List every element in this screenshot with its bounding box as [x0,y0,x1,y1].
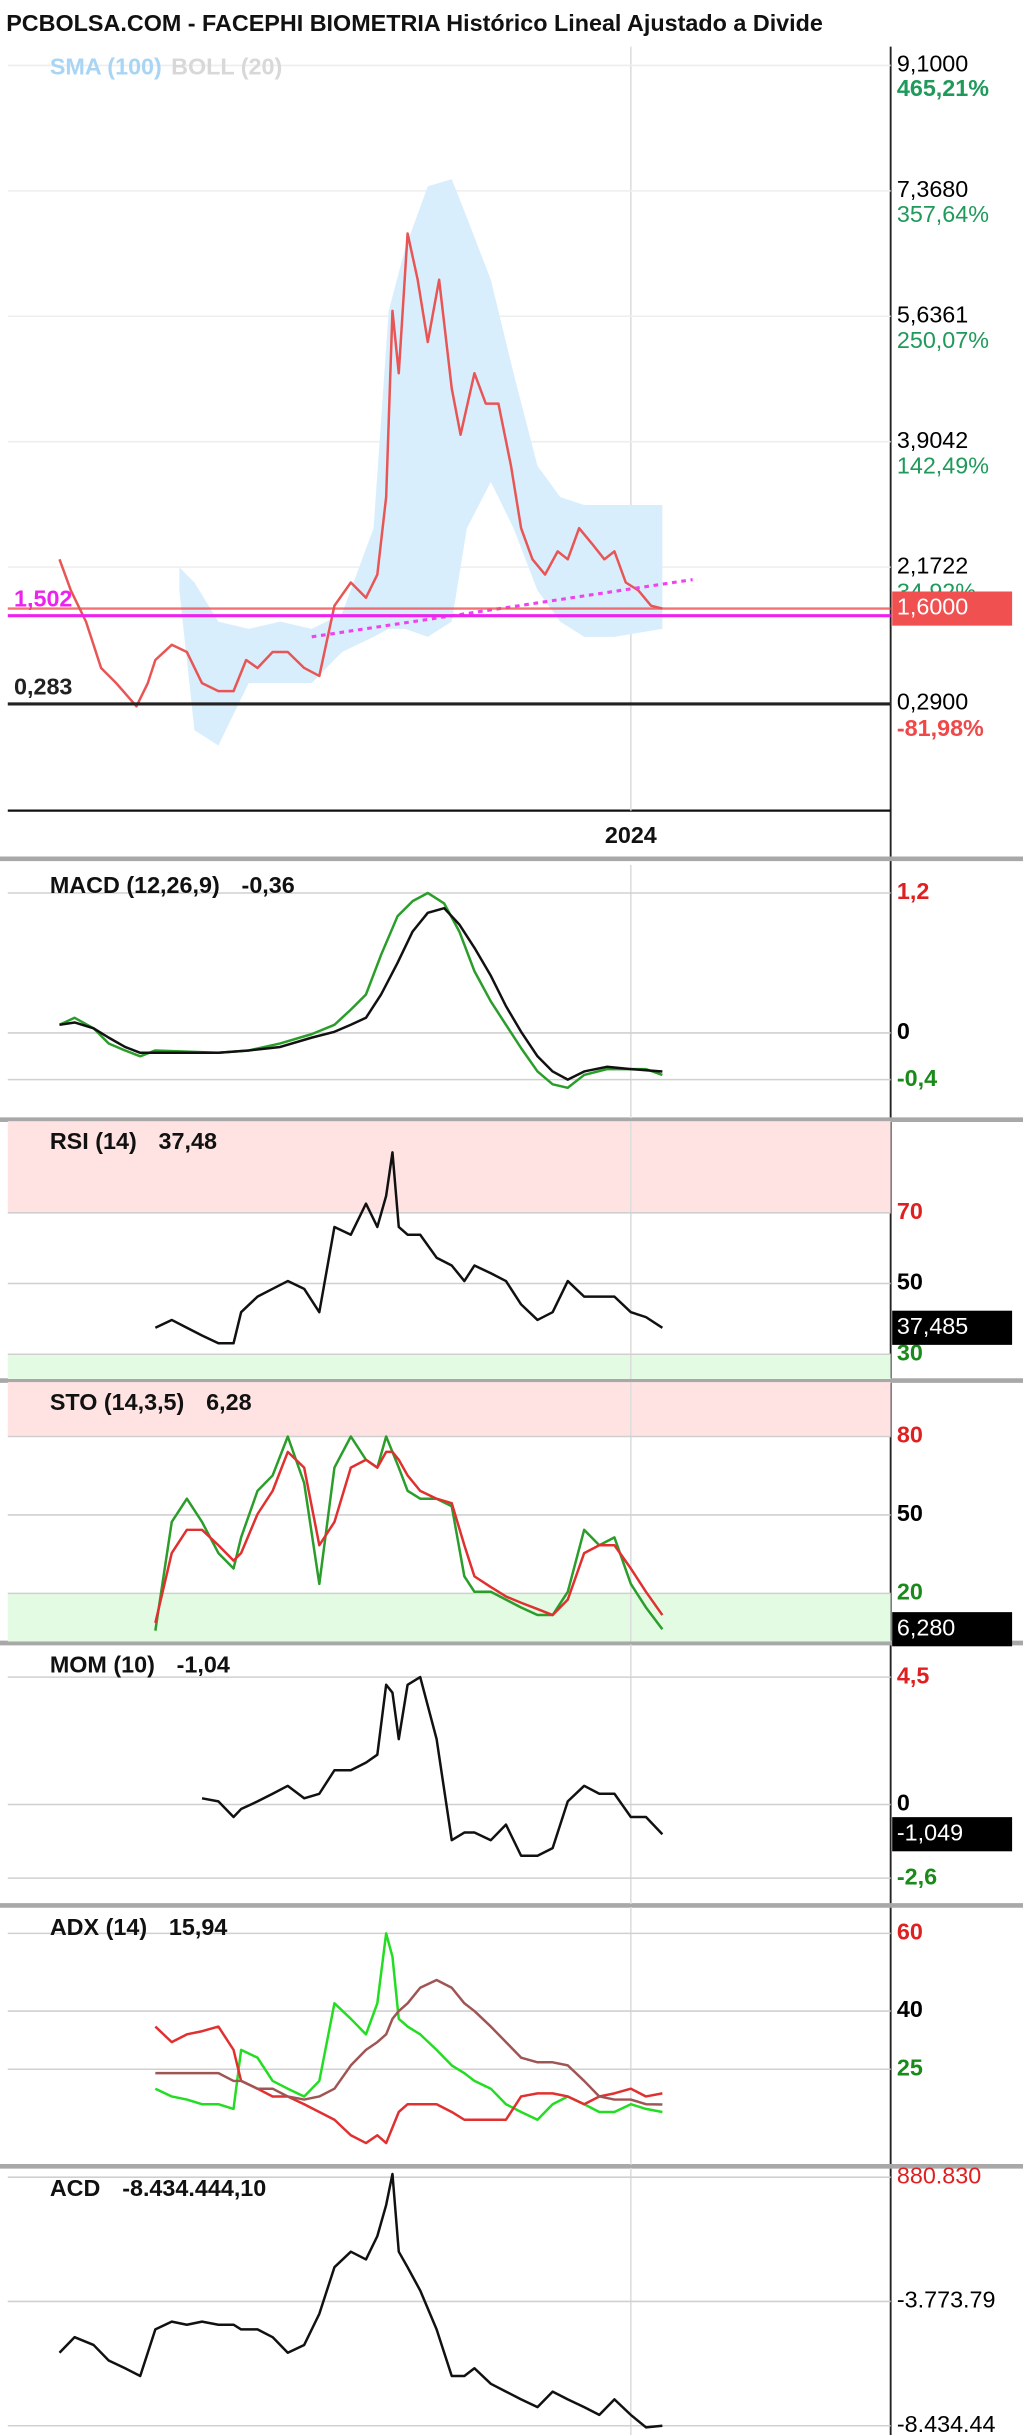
y-tick-label: 9,1000 [897,51,968,77]
trend-line [311,578,693,639]
y-tick-label: -3.773.79 [897,2287,996,2313]
y-tick-label: 25 [897,2054,923,2080]
series-line [201,1675,664,1858]
value-box [892,1612,1013,1647]
y2-tick-label: -81,98% [897,715,984,741]
y-tick-label: 0 [897,1790,910,1816]
legend-label: SMA (100) [50,54,162,80]
y-tick-label: 2,1722 [897,552,968,578]
panel-current-value: 37,48 [159,1128,217,1154]
value-box-label: 6,280 [897,1614,955,1640]
y-tick-label: 80 [897,1422,923,1448]
level-label: 1,502 [14,585,72,611]
series-line [154,1435,664,1631]
y-tick-label: 20 [897,1579,923,1605]
panel-current-value: -1,04 [177,1651,230,1677]
y-tick-label: 40 [897,1996,923,2022]
panel-title: RSI (14) [50,1128,137,1154]
series-line [58,2172,663,2429]
panel-title: STO (14,3,5) [50,1389,185,1415]
series-line [154,1151,664,1345]
value-box [892,591,1013,626]
zone [7,1593,891,1642]
zone [7,1354,891,1380]
zone [7,1382,891,1437]
value-box [892,1817,1013,1852]
zone [7,1121,891,1213]
page-title: PCBOLSA.COM - FACEPHI BIOMETRIA Históric… [6,10,823,36]
panel-title: MACD (12,26,9) [50,872,220,898]
y-tick-label: 70 [897,1198,923,1224]
dividers [0,856,1023,2169]
series-line [58,232,663,708]
y-tick-label: 0,2900 [897,689,968,715]
y-tick-label: 60 [897,1919,923,1945]
value-box-label: -1,049 [897,1819,963,1845]
y-tick-label: 3,9042 [897,427,968,453]
x-tick-label: 2024 [605,822,657,848]
panel-title: ACD [50,2175,101,2201]
value-box [892,1310,1013,1345]
y2-tick-label: 357,64% [897,201,989,227]
panel-title: ADX (14) [50,1914,147,1940]
y2-tick-label: 250,07% [897,327,989,353]
panel-current-value: -0,36 [242,872,295,898]
series-line [58,891,663,1090]
y-tick-label: 7,3680 [897,176,968,202]
panel-current-value: 15,94 [169,1914,227,1940]
y-tick-label: 4,5 [897,1662,929,1688]
legend-label: BOLL (20) [171,54,282,80]
y-tick-label: 880.830 [897,2162,981,2188]
y-tick-label: -0,4 [897,1065,937,1091]
y-tick-label: -2,6 [897,1863,937,1889]
y-tick-label: 1,2 [897,878,929,904]
value-box-label: 37,485 [897,1313,968,1339]
series-line [59,906,663,1081]
panel-title: MOM (10) [50,1651,155,1677]
series-line [154,1450,664,1624]
panel-current-value: 6,28 [206,1389,251,1415]
value-box-label: 1,6000 [897,594,968,620]
series-line [155,1978,663,2106]
y-tick-label: -8.434.44 [897,2411,996,2435]
band [179,179,663,746]
y2-tick-label: 142,49% [897,453,989,479]
y2-tick-label: 465,21% [897,75,989,101]
panel-current-value: -8.434.444,10 [122,2175,266,2201]
y-tick-label: 0 [897,1018,910,1044]
y-tick-label: 50 [897,1269,923,1295]
y-tick-label: 50 [897,1500,923,1526]
level-label: 0,283 [14,674,72,700]
y-tick-label: 5,6361 [897,301,968,327]
